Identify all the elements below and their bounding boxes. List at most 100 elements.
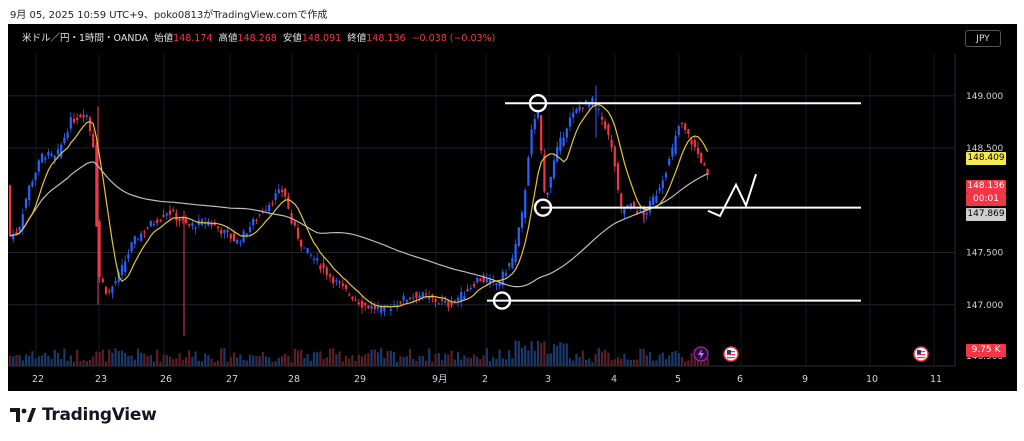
volume-bar <box>207 355 210 366</box>
candle-body <box>40 153 44 163</box>
price-axis-label: 147.500 <box>966 249 1003 259</box>
volume-bar <box>626 359 629 366</box>
circle-marker[interactable] <box>528 93 548 113</box>
time-axis-label: 4 <box>611 374 617 385</box>
chart-frame[interactable]: 米ドル／円・1時間・OANDA 始値148.174 高値148.268 安値14… <box>8 24 1017 391</box>
volume-bar <box>37 356 40 366</box>
candle-body <box>677 126 680 135</box>
candle-body <box>626 205 629 208</box>
us-flag-icon[interactable] <box>723 346 739 362</box>
volume-bar <box>332 348 335 366</box>
candle-body <box>572 112 575 118</box>
candle-body <box>316 258 319 261</box>
volume-bar <box>348 358 351 366</box>
volume-bar <box>264 356 268 366</box>
candle-body <box>357 302 360 305</box>
open-label: 始値 <box>154 33 174 44</box>
volume-bar <box>610 360 613 366</box>
tradingview-logo[interactable]: TradingView <box>10 404 157 426</box>
volume-bar <box>511 358 514 366</box>
candle-body <box>530 129 533 155</box>
candle-body <box>101 278 104 283</box>
candle-body <box>476 278 479 283</box>
circle-marker[interactable] <box>533 198 553 217</box>
candle-body <box>344 284 348 290</box>
us-flag-icon[interactable] <box>913 346 929 362</box>
volume-bar <box>485 348 488 366</box>
volume-bar <box>136 348 140 366</box>
candle-body <box>469 287 472 289</box>
volume-bar <box>690 352 693 366</box>
candle-body <box>255 219 258 221</box>
candle-body <box>460 291 463 302</box>
candle-body <box>178 218 181 222</box>
support-resistance-lines <box>487 93 861 310</box>
currency-button[interactable]: JPY <box>965 30 1001 47</box>
volume-bar <box>274 360 277 366</box>
volume-bar <box>674 350 677 366</box>
candle-body <box>581 107 584 109</box>
volume-bar <box>88 360 92 366</box>
volume-bar <box>28 355 31 366</box>
candle-body <box>498 282 501 287</box>
volume-bar <box>79 360 82 366</box>
volume-bar <box>133 359 136 366</box>
volume-bar <box>242 359 245 366</box>
volume-bar <box>296 350 300 366</box>
price-axis-label: 148.500 <box>966 144 1003 154</box>
candle-body <box>706 168 709 176</box>
candle-body <box>645 212 648 215</box>
candle-body <box>24 198 28 208</box>
circle-marker[interactable] <box>492 291 512 310</box>
candle-body <box>479 278 482 282</box>
candle-body <box>629 203 632 209</box>
candle-body <box>92 134 95 148</box>
volume-bar <box>303 357 306 366</box>
volume-bar <box>165 355 168 366</box>
candle-body <box>424 293 428 295</box>
candle-body <box>127 254 130 259</box>
volume-bar <box>47 355 50 366</box>
volume-bar <box>668 355 671 366</box>
candle-body <box>146 227 149 229</box>
candle-body <box>156 219 159 223</box>
volume-bar <box>114 348 117 366</box>
candle-body <box>76 117 79 121</box>
volume-bar <box>565 343 568 366</box>
volume-bar <box>280 356 284 366</box>
candle-body <box>421 292 424 298</box>
price-axis-label: 146.500 <box>966 352 1003 362</box>
time-axis-label: 2 <box>482 374 488 385</box>
candle-body <box>15 231 18 235</box>
price-axis-label: 149.000 <box>966 92 1003 102</box>
candle-body <box>210 223 213 226</box>
volume-bar <box>517 341 520 366</box>
volume-bar <box>661 352 664 366</box>
volume-bar <box>613 359 616 366</box>
candle-body <box>236 239 239 244</box>
volume-bar <box>104 361 108 366</box>
volume-bar <box>53 349 56 366</box>
volume-bar <box>376 352 380 366</box>
volume-bar <box>399 355 402 366</box>
candle-body <box>501 271 504 286</box>
candle-body <box>284 188 287 197</box>
candle-body <box>21 214 24 229</box>
volume-bar <box>424 360 428 366</box>
volume-bar <box>655 360 658 366</box>
volume-bar <box>520 347 524 366</box>
candle-body <box>514 243 517 263</box>
candle-body <box>524 190 527 218</box>
volume-bar <box>172 359 175 366</box>
volume-bar <box>632 359 636 366</box>
lightning-icon[interactable] <box>693 346 709 362</box>
volume-bar <box>40 355 44 366</box>
volume-bar <box>642 348 645 366</box>
time-axis-label: 6 <box>737 374 743 385</box>
volume-bar <box>184 357 188 366</box>
close-value: 148.136 <box>366 33 406 44</box>
volume-bar <box>504 359 508 366</box>
volume-bar <box>460 359 463 366</box>
candle-body <box>693 140 696 148</box>
